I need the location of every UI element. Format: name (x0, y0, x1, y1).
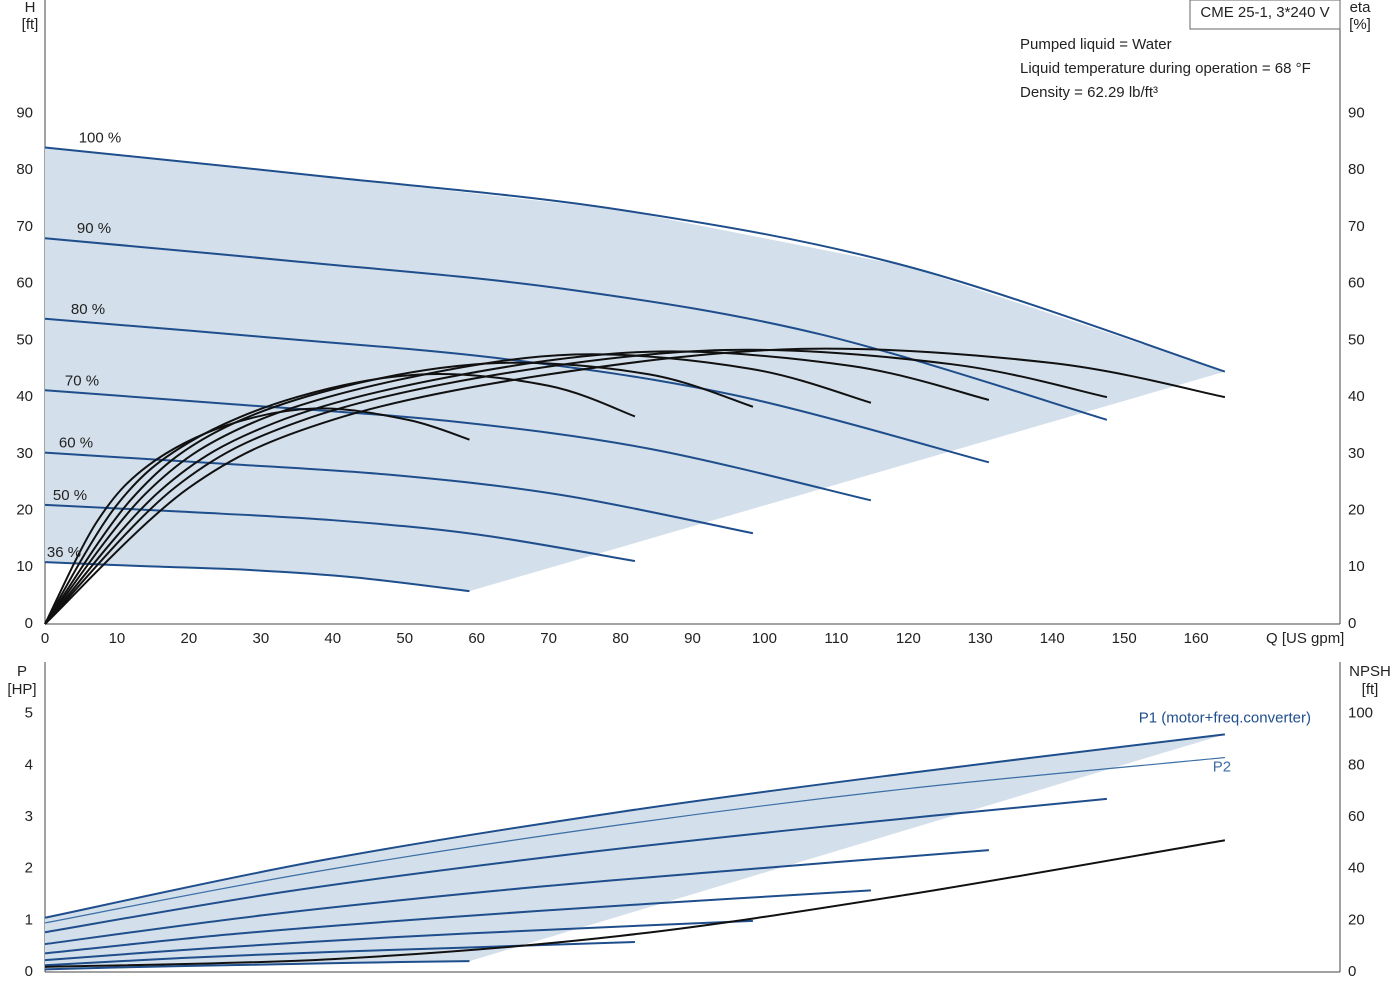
series-line (44, 348, 1108, 625)
series-line (44, 361, 754, 625)
y2-tick-label: 70 (1348, 218, 1365, 235)
curve-label: 60 % (59, 435, 93, 452)
x-tick-label: 140 (1040, 630, 1065, 647)
series-line (44, 146, 1226, 373)
series-line (44, 373, 636, 625)
y-tick-label: 2 (25, 860, 33, 877)
curve-label: 36 % (47, 544, 81, 561)
series-line (44, 407, 470, 625)
y2-tick-label: 20 (1348, 502, 1365, 519)
y2-tick-label: 20 (1348, 911, 1365, 928)
curve-label: 50 % (53, 487, 87, 504)
series-line (44, 839, 1226, 968)
y-axis-unit: [HP] (7, 681, 36, 698)
y2-axis-label: eta (1350, 0, 1372, 16)
series-line (44, 350, 990, 625)
x-tick-label: 110 (824, 630, 848, 647)
series-line (44, 347, 1226, 625)
operating-range (45, 734, 1225, 970)
y-tick-label: 40 (16, 388, 33, 405)
y-axis-label: H (25, 0, 36, 16)
x-tick-label: 30 (252, 630, 269, 647)
lines-layer (44, 146, 1226, 971)
y-tick-label: 3 (25, 808, 33, 825)
series-line (44, 561, 470, 593)
y2-tick-label: 60 (1348, 275, 1365, 292)
series-line (44, 389, 872, 502)
series-line (44, 797, 1107, 934)
y2-tick-label: 10 (1348, 558, 1365, 575)
x-tick-label: 120 (896, 630, 921, 647)
y-tick-label: 50 (16, 331, 33, 348)
y-tick-label: 5 (25, 705, 33, 722)
curve-label: 100 % (79, 129, 122, 146)
y-tick-label: 0 (25, 615, 33, 632)
x-tick-label: 20 (181, 630, 198, 647)
series-line (44, 756, 1225, 924)
y-tick-label: 4 (25, 756, 33, 773)
y-tick-label: 1 (25, 911, 33, 928)
curve-label: 80 % (71, 301, 105, 318)
series-line (44, 451, 754, 535)
y-tick-label: 60 (16, 275, 33, 292)
y2-tick-label: 50 (1348, 331, 1365, 348)
x-tick-label: 160 (1184, 630, 1209, 647)
series-line (44, 849, 989, 946)
curve-label: 90 % (77, 220, 111, 237)
x-axis-label: Q [US gpm] (1266, 630, 1344, 647)
curve-label: 70 % (65, 372, 99, 389)
y2-tick-label: 40 (1348, 860, 1365, 877)
y2-tick-label: 60 (1348, 808, 1365, 825)
x-tick-label: 0 (41, 630, 49, 647)
series-line (44, 960, 470, 971)
y2-axis-unit: [%] (1349, 16, 1371, 33)
y2-tick-label: 80 (1348, 756, 1365, 773)
chart-title: CME 25-1, 3*240 V (1200, 4, 1329, 21)
y2-tick-label: 0 (1348, 963, 1356, 980)
series-line (44, 919, 753, 962)
series-line (44, 889, 871, 955)
y-tick-label: 0 (25, 963, 33, 980)
y-tick-label: 30 (16, 445, 33, 462)
annotation: Pumped liquid = Water (1020, 36, 1172, 53)
annotation: Liquid temperature during operation = 68… (1020, 60, 1311, 77)
y2-tick-label: 80 (1348, 161, 1365, 178)
x-tick-label: 100 (752, 630, 777, 647)
series-line (44, 353, 872, 625)
series-line (44, 317, 990, 464)
x-tick-label: 90 (684, 630, 701, 647)
legend-label: P2 (1213, 759, 1231, 776)
y2-tick-label: 0 (1348, 615, 1356, 632)
y-tick-label: 90 (16, 104, 33, 121)
annotation: Density = 62.29 lb/ft³ (1020, 84, 1158, 101)
y2-tick-label: 40 (1348, 388, 1365, 405)
y2-axis-label: NPSH (1349, 663, 1391, 680)
title-box (1189, 0, 1341, 30)
operating-range (45, 147, 1225, 592)
y-axis-label: P (17, 663, 27, 680)
x-tick-label: 150 (1112, 630, 1137, 647)
legend-label: P1 (motor+freq.converter) (1139, 709, 1311, 726)
y2-tick-label: 100 (1348, 705, 1373, 722)
x-tick-label: 50 (396, 630, 413, 647)
y2-tick-label: 90 (1348, 104, 1365, 121)
x-tick-label: 80 (612, 630, 629, 647)
y-tick-label: 80 (16, 161, 33, 178)
y-tick-label: 10 (16, 558, 33, 575)
area-layer (45, 147, 1225, 970)
y-axis-unit: [ft] (22, 16, 39, 33)
series-line (44, 237, 1108, 421)
y2-tick-label: 30 (1348, 445, 1365, 462)
x-tick-label: 10 (109, 630, 126, 647)
y2-axis-unit: [ft] (1362, 681, 1379, 698)
y-tick-label: 20 (16, 502, 33, 519)
x-tick-label: 70 (540, 630, 557, 647)
x-tick-label: 40 (324, 630, 341, 647)
x-tick-label: 130 (968, 630, 993, 647)
y-tick-label: 70 (16, 218, 33, 235)
x-tick-label: 60 (468, 630, 485, 647)
text-layer: 0 10 20 30 40 50 60 70 80 90 100 110 120 130 140 150 160… (16, 104, 1373, 980)
series-line (44, 733, 1226, 919)
